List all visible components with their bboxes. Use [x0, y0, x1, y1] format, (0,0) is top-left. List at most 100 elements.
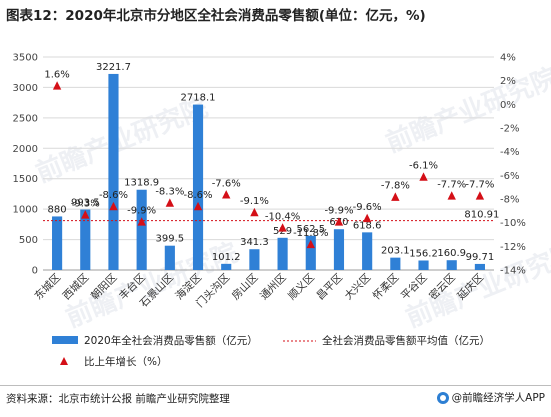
- bar-value-label: 399.5: [156, 234, 185, 245]
- x-tick-label: 房山区: [229, 271, 260, 302]
- bar: [474, 263, 485, 270]
- growth-value-label: -7.7%: [465, 179, 494, 190]
- brand-text: @前瞻经济学人APP: [451, 392, 545, 404]
- bar: [80, 209, 91, 270]
- bar-value-label: 156.2: [409, 248, 438, 259]
- growth-marker: [250, 207, 259, 217]
- bar-value-label: 618.6: [353, 220, 382, 231]
- y2-tick-label: 4%: [500, 53, 516, 64]
- bar-value-label: 1318.9: [124, 178, 159, 189]
- growth-marker: [81, 210, 90, 219]
- bar-value-label: 101.2: [212, 252, 241, 263]
- growth-value-label: -9.3%: [71, 198, 100, 209]
- growth-marker: [278, 223, 287, 232]
- y2-tick-label: -14%: [500, 266, 526, 277]
- bar-value-label: 160.9: [437, 248, 466, 259]
- legend-bar-label: 2020年全社会消费品零售额（亿元）: [84, 334, 258, 347]
- bar: [52, 216, 63, 270]
- x-tick-label: 延庆区: [455, 271, 486, 302]
- growth-value-label: 1.6%: [44, 69, 69, 80]
- y-tick-label: 3500: [13, 53, 38, 64]
- growth-value-label: -9.9%: [127, 205, 156, 216]
- bar-value-label: 341.3: [240, 237, 269, 248]
- growth-value-label: -7.6%: [212, 178, 241, 189]
- brand-logo-icon: [436, 391, 449, 404]
- y-tick-label: 2500: [13, 113, 38, 124]
- growth-marker: [306, 239, 315, 249]
- bar: [221, 263, 232, 270]
- bar-value-label: 99.71: [466, 252, 495, 263]
- bar: [333, 229, 345, 270]
- growth-marker: [334, 217, 344, 226]
- growth-value-label: -7.7%: [437, 179, 466, 190]
- legend-growth-label: 比上年增长（%）: [84, 355, 167, 368]
- y-tick-label: 2000: [13, 144, 38, 155]
- growth-value-label: -8.3%: [155, 187, 184, 198]
- source-note: 资料来源：北京市统计公报 前瞻产业研究院整理: [6, 393, 230, 405]
- growth-marker: [362, 213, 372, 223]
- bar-value-label: 203.1: [381, 246, 410, 257]
- y2-tick-label: 0%: [500, 100, 516, 111]
- bar-value-label: 2718.1: [181, 93, 216, 104]
- bar: [362, 232, 373, 270]
- x-tick-label: 通州区: [258, 272, 289, 303]
- bar: [192, 104, 204, 270]
- y2-tick-label: -12%: [500, 242, 526, 253]
- y-tick-label: 500: [19, 235, 38, 246]
- growth-marker: [475, 191, 485, 200]
- y2-tick-label: -6%: [500, 171, 519, 182]
- growth-value-label: -10.4%: [265, 211, 300, 222]
- legend-growth-swatch: [60, 357, 68, 365]
- legend-bar-swatch: [52, 336, 78, 344]
- y-tick-label: 0: [32, 266, 38, 277]
- bar-value-label: 3221.7: [96, 62, 131, 73]
- bar: [418, 260, 429, 270]
- bar: [390, 257, 401, 270]
- legend-avg-label: 全社会消费品零售额平均值（亿元）: [322, 334, 490, 347]
- y-tick-label: 1500: [13, 174, 38, 185]
- bar-value-label: 880: [48, 204, 67, 215]
- growth-marker: [391, 192, 400, 201]
- y2-tick-label: -10%: [500, 218, 526, 229]
- growth-value-label: -8.6%: [99, 190, 128, 201]
- y-tick-label: 1000: [13, 205, 38, 216]
- chart-title: 图表12：2020年北京市分地区全社会消费品零售额(单位：亿元，%): [6, 8, 426, 24]
- x-tick-label: 朝阳区: [89, 272, 120, 303]
- growth-marker: [165, 198, 175, 207]
- x-tick-label: 大兴区: [342, 271, 373, 302]
- chart: 0 500 1000 1500 2000 2500 3000 3500 4% 2% 0% -2% -4%…: [13, 53, 526, 369]
- x-tick-label: 密云区: [426, 271, 457, 302]
- growth-marker: [137, 217, 146, 226]
- bar: [249, 249, 260, 270]
- brand-credit: @前瞻经济学人APP: [436, 390, 545, 405]
- x-tick-label: 顺义区: [286, 272, 317, 303]
- y2-tick-label: -4%: [500, 147, 519, 158]
- growth-value-label: -7.8%: [381, 181, 410, 192]
- y2-tick-label: -8%: [500, 195, 519, 206]
- growth-marker: [447, 191, 456, 200]
- growth-value-label: -8.6%: [184, 190, 213, 201]
- bar: [277, 237, 288, 270]
- x-tick-label: 西城区: [61, 272, 92, 303]
- growth-marker: [109, 201, 118, 211]
- growth-value-label: -6.1%: [409, 161, 438, 172]
- growth-value-label: -9.6%: [353, 202, 382, 213]
- bar: [446, 260, 457, 270]
- growth-marker: [222, 190, 231, 199]
- growth-marker: [193, 201, 203, 211]
- bar-value-label: 993.5: [71, 198, 100, 209]
- footer-divider: [0, 385, 551, 386]
- y2-tick-label: -2%: [500, 124, 519, 135]
- growth-value-label: -9.9%: [324, 205, 353, 216]
- bar-value-label: 562.5: [296, 224, 325, 235]
- growth-marker: [52, 81, 62, 90]
- growth-value-label: -9.1%: [240, 196, 269, 207]
- x-tick-label: 怀柔区: [371, 272, 402, 303]
- growth-value-label: -11.8%: [293, 228, 328, 239]
- average-value-label: 810.91: [464, 210, 499, 221]
- bar: [108, 73, 119, 270]
- growth-marker: [419, 172, 428, 181]
- bar: [136, 189, 147, 270]
- y2-tick-label: 2%: [500, 76, 516, 87]
- x-tick-label: 平谷区: [399, 272, 430, 303]
